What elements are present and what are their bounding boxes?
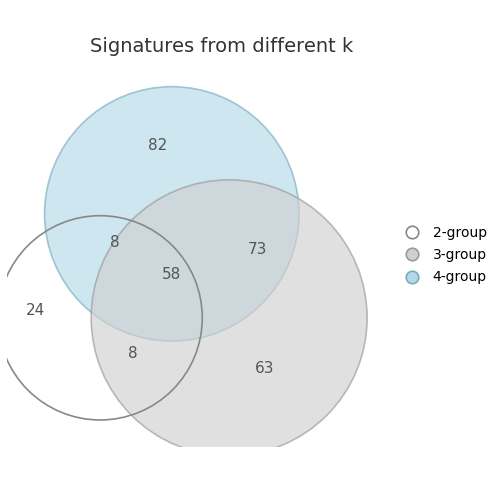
Text: 58: 58 [162, 267, 181, 282]
Text: 82: 82 [148, 138, 167, 153]
Text: 8: 8 [110, 235, 119, 250]
Circle shape [91, 180, 367, 456]
Legend: 2-group, 3-group, 4-group: 2-group, 3-group, 4-group [392, 220, 492, 290]
Text: 73: 73 [248, 242, 268, 257]
Text: 24: 24 [26, 303, 45, 318]
Circle shape [44, 87, 299, 341]
Text: 8: 8 [128, 346, 137, 361]
Title: Signatures from different k: Signatures from different k [90, 37, 354, 56]
Text: 63: 63 [255, 360, 275, 375]
